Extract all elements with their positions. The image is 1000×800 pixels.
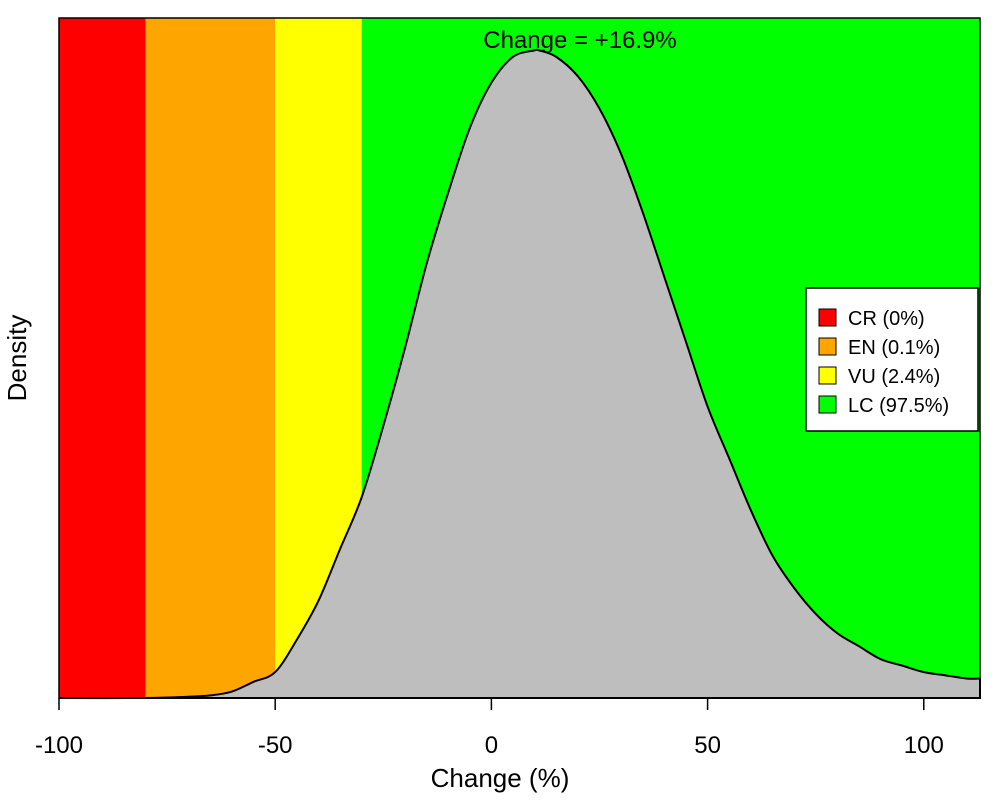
legend: CR (0%) EN (0.1%) VU (2.4%) LC (97.5%) <box>805 287 979 432</box>
legend-swatch-en <box>818 337 837 356</box>
chart-title: Change = +16.9% <box>483 27 677 54</box>
x-tick-label: -50 <box>258 732 293 759</box>
y-axis-label: Density <box>2 315 32 402</box>
legend-label-vu: VU (2.4%) <box>848 366 940 388</box>
legend-swatch-lc <box>818 395 837 414</box>
legend-label-lc: LC (97.5%) <box>848 395 949 417</box>
x-axis: -100 -50 0 50 100 <box>35 697 944 759</box>
legend-swatch-vu <box>818 366 837 385</box>
x-ticks: -100 -50 0 50 100 <box>35 698 944 759</box>
x-tick-label: 100 <box>904 732 944 759</box>
density-area <box>58 48 981 700</box>
legend-items: CR (0%) EN (0.1%) VU (2.4%) LC (97.5%) <box>818 308 949 417</box>
legend-label-cr: CR (0%) <box>848 308 925 330</box>
legend-swatch-cr <box>818 308 837 327</box>
x-tick-label: 50 <box>694 732 721 759</box>
band-en <box>145 18 276 698</box>
band-cr <box>59 18 146 698</box>
x-tick-label: -100 <box>35 732 83 759</box>
legend-label-en: EN (0.1%) <box>848 337 940 359</box>
x-tick-label: 0 <box>485 732 498 759</box>
x-axis-label: Change (%) <box>431 763 570 793</box>
